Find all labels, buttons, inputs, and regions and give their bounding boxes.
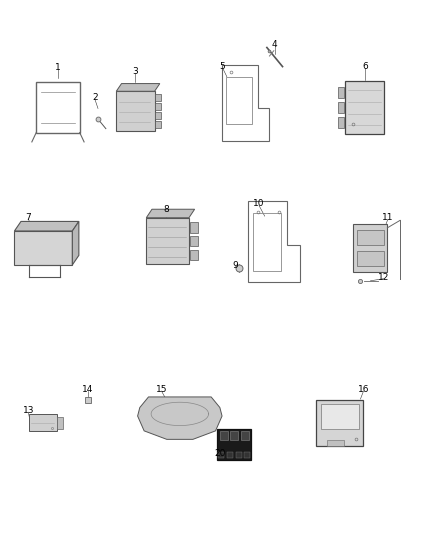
- Bar: [155, 112, 161, 119]
- Bar: [244, 451, 251, 458]
- Text: 13: 13: [23, 406, 34, 415]
- Text: 2: 2: [92, 93, 98, 102]
- Bar: [227, 451, 233, 458]
- Bar: [218, 451, 224, 458]
- Bar: [190, 249, 198, 260]
- Text: 8: 8: [163, 205, 169, 214]
- Polygon shape: [138, 397, 222, 439]
- Bar: [190, 236, 198, 246]
- Text: 10: 10: [253, 199, 265, 208]
- Bar: [57, 417, 63, 429]
- Bar: [338, 102, 344, 113]
- Bar: [357, 230, 384, 245]
- Bar: [116, 91, 155, 131]
- Bar: [317, 400, 364, 446]
- Bar: [345, 81, 385, 134]
- Bar: [155, 121, 161, 128]
- Text: 12: 12: [378, 272, 389, 281]
- Text: 6: 6: [362, 62, 367, 70]
- Text: 5: 5: [219, 62, 226, 70]
- Text: 9: 9: [233, 261, 238, 270]
- Bar: [357, 251, 384, 266]
- Polygon shape: [14, 231, 72, 265]
- Polygon shape: [146, 209, 194, 217]
- Bar: [321, 404, 359, 429]
- Text: 14: 14: [82, 385, 93, 394]
- Text: 1: 1: [55, 63, 61, 72]
- Bar: [353, 224, 388, 272]
- Bar: [155, 94, 161, 101]
- Bar: [226, 77, 252, 124]
- Bar: [241, 431, 249, 440]
- Bar: [190, 222, 198, 232]
- Text: 4: 4: [272, 41, 278, 50]
- Bar: [253, 214, 281, 271]
- Bar: [146, 217, 189, 264]
- Text: 7: 7: [25, 213, 31, 222]
- Bar: [338, 87, 344, 98]
- Bar: [217, 429, 251, 459]
- Bar: [155, 103, 161, 110]
- Bar: [28, 415, 57, 431]
- Bar: [236, 451, 242, 458]
- Polygon shape: [116, 84, 160, 91]
- Text: 11: 11: [382, 213, 394, 222]
- Text: 16: 16: [358, 385, 369, 394]
- Polygon shape: [72, 221, 79, 265]
- Bar: [338, 117, 344, 127]
- Bar: [36, 82, 80, 133]
- Polygon shape: [14, 221, 79, 231]
- Text: 20: 20: [214, 449, 226, 458]
- Text: 3: 3: [133, 67, 138, 76]
- Bar: [220, 431, 228, 440]
- Bar: [327, 440, 344, 446]
- Text: 15: 15: [156, 385, 167, 394]
- Bar: [230, 431, 238, 440]
